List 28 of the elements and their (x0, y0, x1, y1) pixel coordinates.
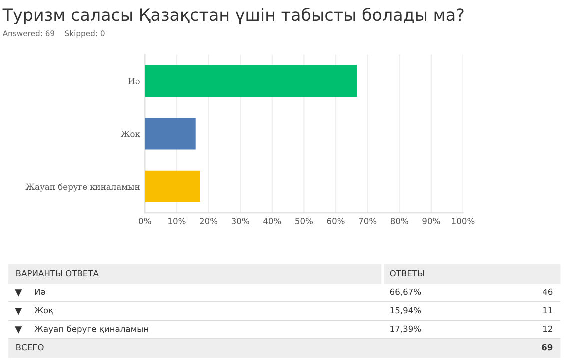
text: 15,94% (390, 307, 422, 315)
text: ВСЕГО (16, 344, 44, 351)
x-tick-label: 30% (232, 218, 250, 224)
x-tick-label: 0% (139, 218, 152, 224)
x-tick-label: 90% (422, 218, 440, 224)
x-tick-label: 10% (168, 218, 186, 224)
text: 46 (543, 288, 553, 296)
x-tick-label: 40% (264, 218, 282, 224)
category-label: Жоқ (34, 307, 54, 315)
text: 66,67% (390, 288, 422, 296)
x-tick-label: 100% (452, 218, 475, 224)
text: 11 (544, 307, 552, 314)
text: 12 (544, 326, 552, 332)
y-tick-label: Жауап беруге қиналамын (26, 183, 140, 192)
y-tick-label: Иә (128, 78, 140, 84)
x-tick-label: 20% (200, 218, 218, 224)
category-label: Жауап беруге қиналамын (34, 326, 148, 334)
y-tick-label: Жоқ (120, 131, 140, 138)
x-tick-label: 60% (327, 218, 345, 224)
x-tick-label: 70% (359, 218, 377, 224)
text: ОТВЕТЫ (390, 270, 424, 277)
text: 17,39% (390, 326, 422, 334)
chart-title: Туризм саласы Қазақстан үшін табысты болады ма? (2, 8, 464, 24)
text: 69 (542, 344, 553, 351)
x-tick-label: 80% (390, 218, 408, 224)
x-tick-label: 50% (296, 218, 313, 224)
text: ВАРИАНТЫ ОТВЕТА (16, 270, 99, 277)
category-label: Иә (35, 288, 46, 296)
